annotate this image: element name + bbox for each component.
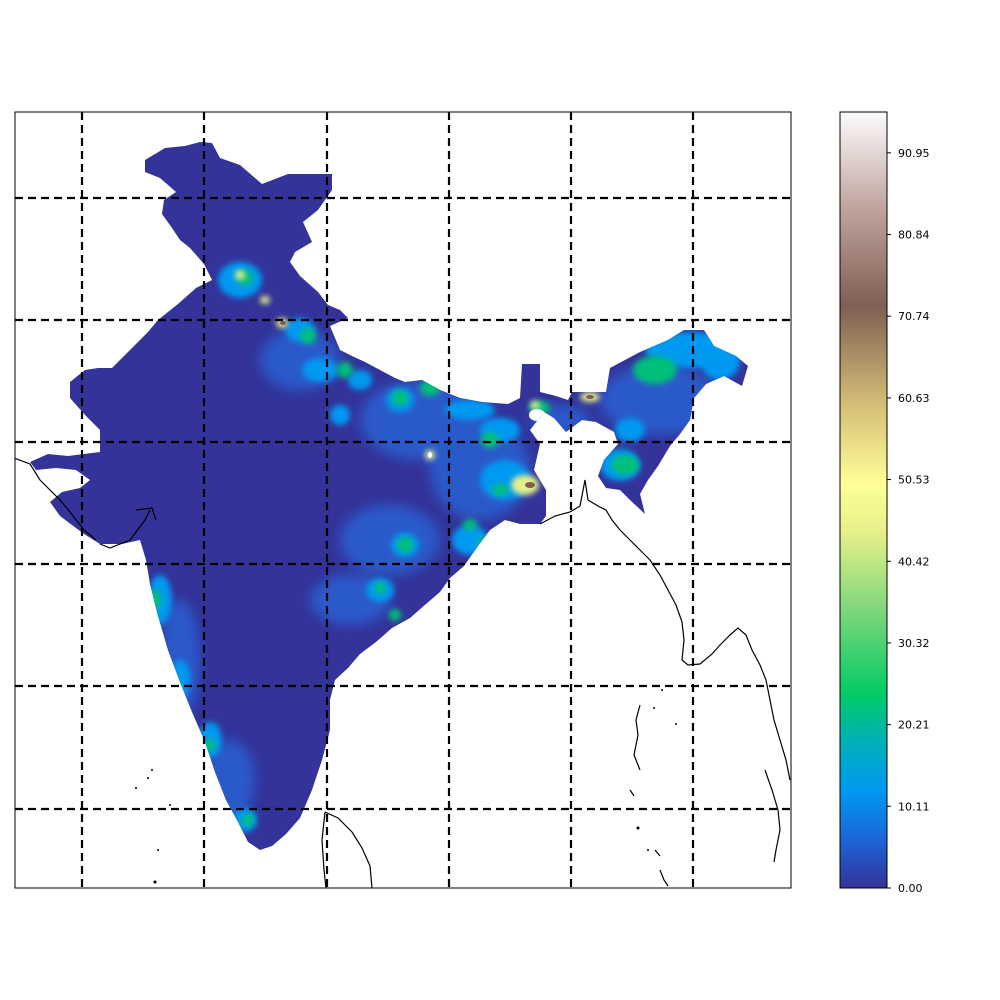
nicobar-islands	[659, 869, 669, 887]
colorbar: 0.00 10.11 20.21 30.32 40.42 50.53 60.63 70.74 8…	[839, 111, 930, 895]
colorbar-tick-label: 60.63	[898, 392, 930, 405]
colorbar-tick-label: 40.42	[898, 555, 930, 568]
gujarat-coast	[99, 509, 151, 549]
colorbar-tick-label: 0.00	[898, 882, 923, 895]
colorbar-tick-label: 30.32	[898, 637, 930, 650]
sri-lanka-west-coast	[321, 811, 327, 888]
myanmar-coast	[539, 479, 791, 781]
india-landmass	[30, 142, 748, 850]
map-axes	[14, 111, 792, 889]
andaman-islands	[633, 704, 641, 771]
coastlines	[15, 457, 791, 888]
sri-lanka-coast	[324, 811, 373, 888]
colorbar-tick-label: 10.11	[898, 800, 930, 813]
small-islands	[135, 689, 677, 884]
colorbar-ticks: 0.00 10.11 20.21 30.32 40.42 50.53 60.63 70.74 8…	[887, 147, 930, 895]
colorbar-tick-label: 80.84	[898, 229, 930, 242]
colorbar-tick-label: 20.21	[898, 719, 930, 732]
intensity-field	[148, 262, 740, 832]
colorbar-tick-label: 70.74	[898, 310, 930, 323]
colorbar-tick-label: 90.95	[898, 147, 930, 160]
colorbar-bar	[839, 111, 888, 889]
map-frame	[14, 111, 792, 889]
colorbar-tick-label: 50.53	[898, 474, 930, 487]
